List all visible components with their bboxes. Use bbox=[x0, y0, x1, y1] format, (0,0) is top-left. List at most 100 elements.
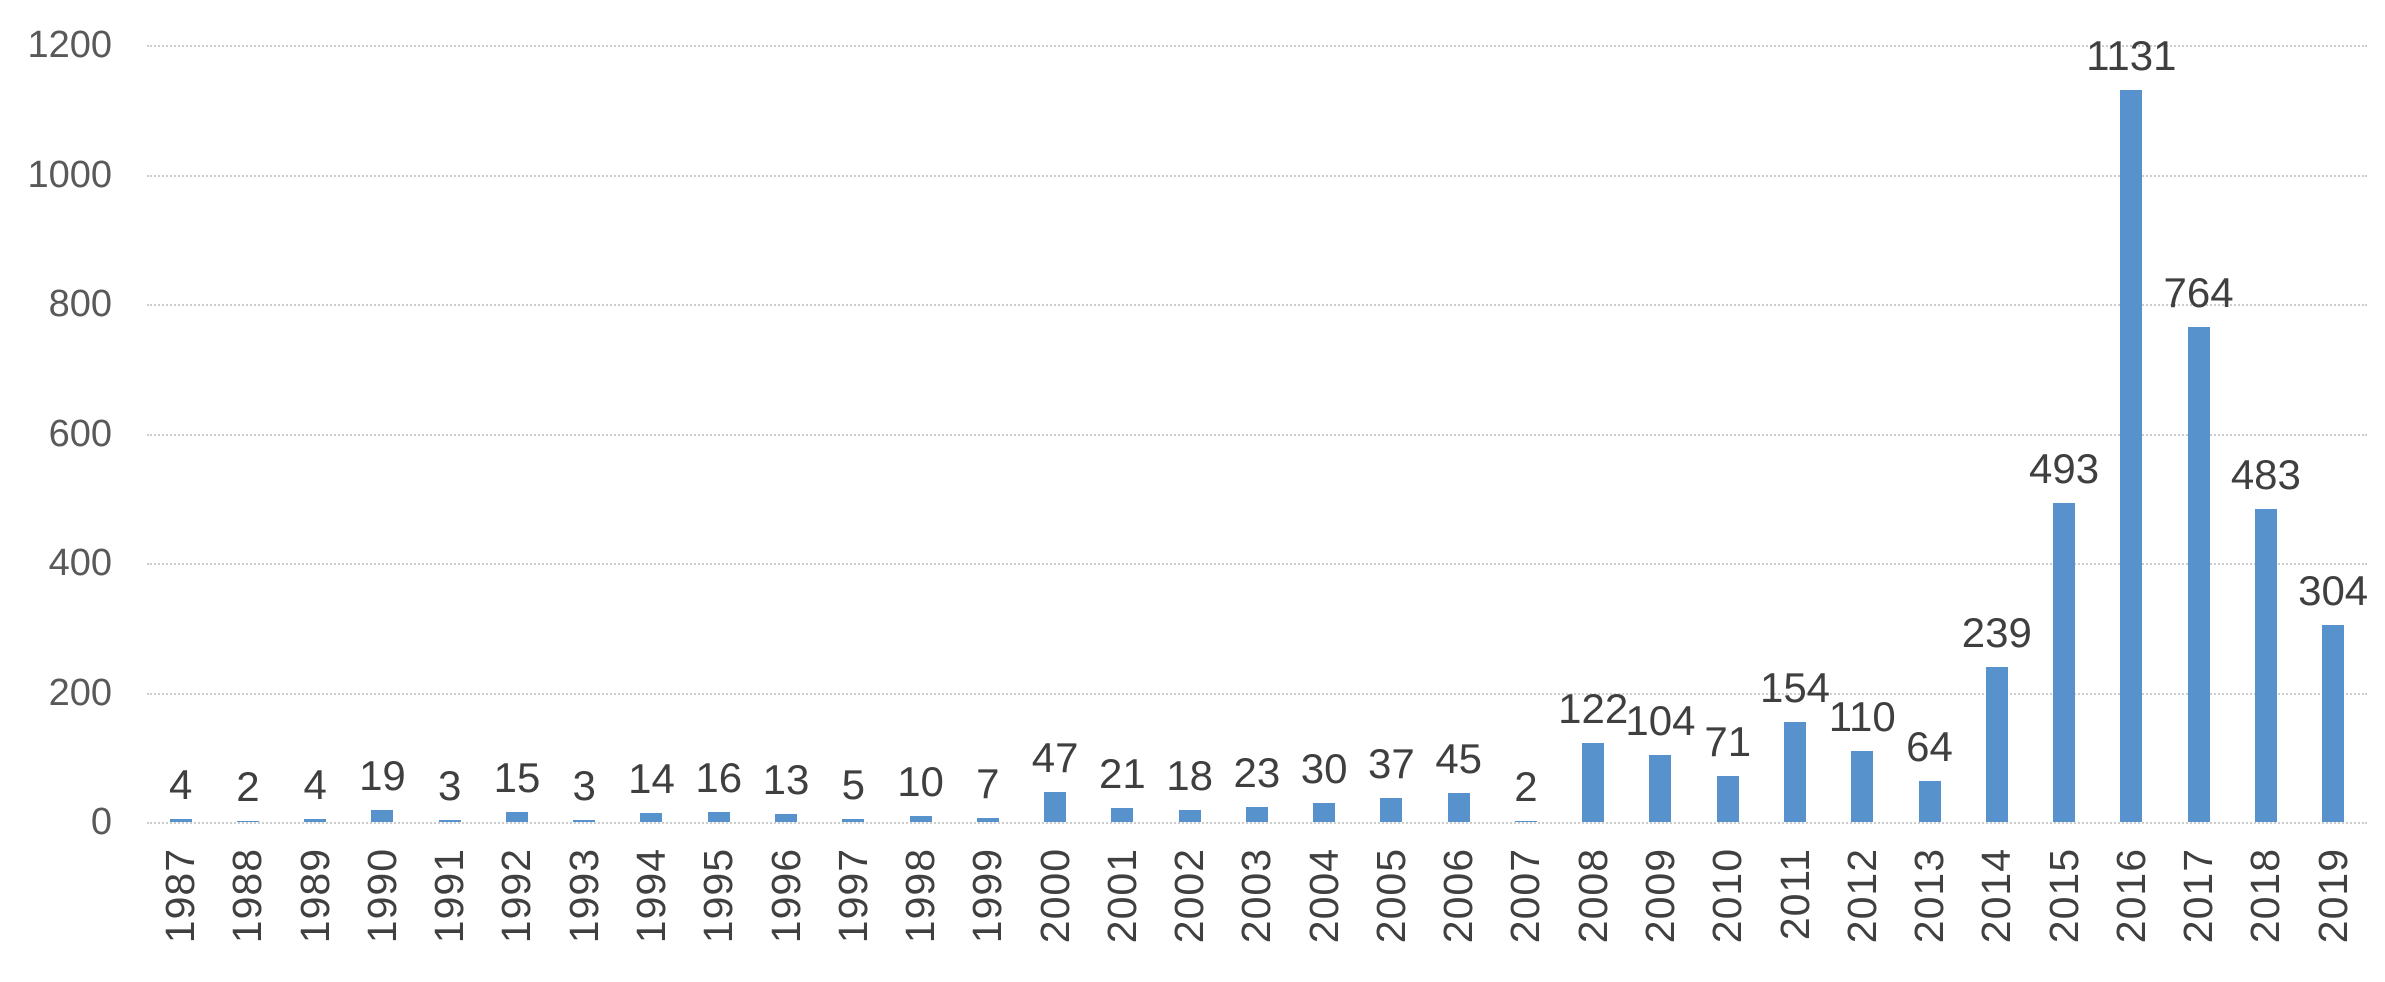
x-axis-tick: 2013 bbox=[1896, 848, 1963, 978]
x-axis-tick-label: 2009 bbox=[1636, 848, 1683, 944]
x-axis: 1987 1988 1989 1990 1991 1992 1993 1994 1995 1996… bbox=[147, 848, 2367, 978]
x-axis-tick: 2017 bbox=[2165, 848, 2232, 978]
x-axis-tick-label: 1997 bbox=[829, 848, 876, 944]
bar-value-label: 71 bbox=[1704, 718, 1752, 765]
bar bbox=[775, 813, 798, 822]
x-axis-tick-label: 1989 bbox=[291, 848, 338, 944]
x-axis-tick-label: 2001 bbox=[1098, 848, 1145, 944]
bar-value-label: 30 bbox=[1300, 744, 1348, 792]
bar-value-label: 23 bbox=[1233, 749, 1281, 797]
x-axis-tick-label: 2003 bbox=[1233, 848, 1280, 944]
bar bbox=[1245, 807, 1268, 822]
x-axis-tick: 2005 bbox=[1358, 848, 1425, 978]
bar-value-label: 1131 bbox=[2086, 31, 2177, 79]
bar bbox=[1649, 754, 1672, 822]
bar-value-label: 45 bbox=[1435, 734, 1483, 782]
x-axis-tick-label: 2008 bbox=[1569, 848, 1616, 944]
x-axis-tick-label: 2012 bbox=[1838, 848, 1885, 944]
bar-value-label: 2 bbox=[236, 762, 260, 810]
y-axis-tick-label: 1200 bbox=[27, 24, 112, 66]
bar-value-label: 110 bbox=[1828, 692, 1896, 740]
bar bbox=[1784, 722, 1806, 822]
x-axis-tick: 1999 bbox=[954, 848, 1021, 978]
x-axis-tick: 1990 bbox=[349, 848, 416, 978]
bar-value-label: 15 bbox=[493, 754, 541, 802]
bar-value-label: 764 bbox=[2163, 269, 2234, 317]
bar bbox=[1447, 792, 1470, 822]
bar-value-label: 104 bbox=[1625, 696, 1696, 744]
x-axis-tick-label: 2016 bbox=[2107, 848, 2154, 944]
bar bbox=[909, 815, 932, 822]
x-axis-tick: 2000 bbox=[1021, 848, 1088, 978]
x-axis-tick-label: 1996 bbox=[762, 848, 809, 944]
x-axis-tick: 2016 bbox=[2098, 848, 2165, 978]
x-axis-tick-label: 2018 bbox=[2242, 848, 2289, 944]
gridline bbox=[147, 563, 2367, 565]
y-axis-tick-label: 800 bbox=[48, 283, 112, 325]
bar bbox=[1380, 798, 1403, 822]
x-axis-tick-label: 2007 bbox=[1502, 848, 1549, 944]
bar bbox=[573, 820, 596, 822]
x-axis-tick-label: 1991 bbox=[426, 848, 473, 944]
x-axis-tick: 1989 bbox=[282, 848, 349, 978]
bar bbox=[438, 820, 461, 822]
x-axis-tick: 2010 bbox=[1694, 848, 1761, 978]
x-axis-tick: 1997 bbox=[820, 848, 887, 978]
x-axis-tick: 1993 bbox=[551, 848, 618, 978]
x-axis-tick-label: 1999 bbox=[964, 848, 1011, 944]
bar-value-label: 5 bbox=[841, 760, 865, 808]
x-axis-tick: 1995 bbox=[685, 848, 752, 978]
bar-column: 64 bbox=[1896, 45, 1963, 822]
bar-value-label: 47 bbox=[1031, 733, 1079, 781]
bar-column: 304 bbox=[2298, 45, 2368, 822]
bar-column: 30 bbox=[1291, 45, 1358, 822]
bar-column: 5 bbox=[820, 45, 887, 822]
x-axis-tick: 2003 bbox=[1223, 848, 1290, 978]
x-axis-tick: 2015 bbox=[2030, 848, 2097, 978]
bar-column: 154 bbox=[1760, 45, 1830, 822]
x-axis-tick: 2008 bbox=[1560, 848, 1627, 978]
bar bbox=[2053, 502, 2076, 822]
x-axis-tick-label: 2002 bbox=[1166, 848, 1213, 944]
bar-column: 21 bbox=[1089, 45, 1156, 822]
bar bbox=[1313, 802, 1336, 822]
bar-column: 122 bbox=[1558, 45, 1628, 822]
bar-columns: 4 2 4 19 3 15 3 14 16 13 5 10 7 47 21 18 23 30 37 45 2 122 104… bbox=[147, 33, 2368, 822]
gridline bbox=[147, 304, 2367, 306]
y-axis-tick-label: 200 bbox=[48, 671, 112, 714]
x-axis-tick-label: 2004 bbox=[1300, 848, 1347, 944]
bar-value-label: 2 bbox=[1514, 762, 1538, 810]
bar-value-label: 64 bbox=[1906, 722, 1953, 770]
bar bbox=[1716, 776, 1739, 822]
x-axis-tick-label: 2019 bbox=[2309, 848, 2356, 944]
bar bbox=[2254, 509, 2277, 822]
bar bbox=[2322, 625, 2345, 822]
bar bbox=[976, 817, 999, 822]
bar-column: 4 bbox=[147, 45, 214, 822]
gridline bbox=[147, 822, 2367, 824]
bar-value-label: 4 bbox=[303, 761, 327, 809]
bar-column: 2 bbox=[1492, 45, 1559, 822]
plot-area: 4 2 4 19 3 15 3 14 16 13 5 10 7 47 21 18 23 30 37 45 2 122 104… bbox=[147, 33, 2368, 824]
x-axis-tick-label: 2011 bbox=[1771, 848, 1818, 941]
bar bbox=[1178, 810, 1201, 822]
x-axis-tick: 1988 bbox=[214, 848, 281, 978]
x-axis-tick-label: 1994 bbox=[627, 848, 674, 944]
bar-column: 4 bbox=[282, 45, 349, 822]
bar-column: 10 bbox=[887, 45, 954, 822]
x-axis-tick: 2011 bbox=[1761, 848, 1828, 978]
x-axis-tick-label: 2014 bbox=[1973, 848, 2020, 944]
gridline bbox=[147, 174, 2367, 177]
bar-column: 110 bbox=[1829, 45, 1896, 822]
x-axis-tick-label: 1988 bbox=[224, 848, 271, 944]
bar-value-label: 37 bbox=[1368, 740, 1415, 787]
bar-value-label: 18 bbox=[1166, 752, 1213, 800]
bar bbox=[505, 812, 528, 822]
y-axis-tick-label: 600 bbox=[48, 412, 112, 455]
bar-column: 104 bbox=[1625, 45, 1696, 822]
x-axis-tick: 2001 bbox=[1089, 848, 1156, 978]
bar bbox=[1582, 743, 1605, 822]
x-axis-tick-label: 2015 bbox=[2040, 848, 2087, 944]
x-axis-tick-label: 2005 bbox=[1367, 848, 1414, 944]
